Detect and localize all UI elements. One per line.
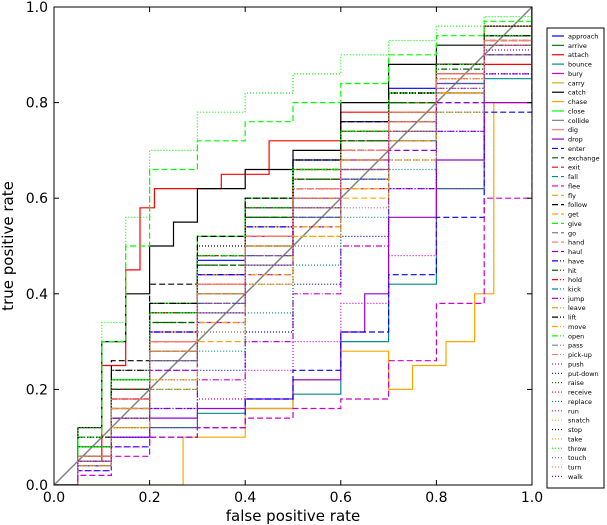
y-tick-label: 0.0 xyxy=(26,478,48,494)
legend-label-dig: dig xyxy=(568,126,578,134)
series-line-flee xyxy=(54,7,532,485)
x-axis-ticks: 0.0 0.2 0.4 0.6 0.8 1.0 xyxy=(43,7,543,506)
x-tick-label: 0.4 xyxy=(234,490,256,506)
legend-label-fall: fall xyxy=(568,173,578,181)
series-line-pick-up xyxy=(54,7,532,485)
legend-label-take: take xyxy=(568,435,582,443)
legend-label-jump: jump xyxy=(567,295,584,303)
legend-label-lift: lift xyxy=(568,314,577,322)
series-line-walk xyxy=(54,7,532,485)
legend-frame xyxy=(546,27,605,489)
x-tick-label: 0.0 xyxy=(43,490,65,506)
legend-label-touch: touch xyxy=(568,454,586,462)
y-tick-label: 0.4 xyxy=(26,287,48,303)
legend-label-turn: turn xyxy=(568,464,581,472)
x-tick-label: 0.8 xyxy=(425,490,447,506)
legend-label-run: run xyxy=(568,407,579,415)
x-tick-label: 1.0 xyxy=(521,490,543,506)
y-axis-label: true positive rate xyxy=(0,181,17,311)
series-line-haul xyxy=(54,7,532,485)
legend-label-exit: exit xyxy=(568,164,581,172)
legend-label-flee: flee xyxy=(568,182,580,190)
legend-label-fly: fly xyxy=(568,192,576,200)
legend-label-catch: catch xyxy=(568,89,586,97)
y-tick-label: 0.6 xyxy=(26,191,48,207)
legend-label-push: push xyxy=(568,360,584,368)
legend-label-carry: carry xyxy=(568,79,585,87)
legend-label-have: have xyxy=(568,257,584,265)
legend-label-exchange: exchange xyxy=(568,154,600,162)
legend-label-give: give xyxy=(568,220,582,228)
legend-label-bury: bury xyxy=(568,70,583,78)
legend-label-haul: haul xyxy=(568,248,582,256)
legend-label-leave: leave xyxy=(568,304,586,312)
legend-label-put-down: put-down xyxy=(568,370,599,378)
legend-label-throw: throw xyxy=(568,445,587,453)
legend-label-approach: approach xyxy=(568,33,598,41)
legend-label-arrive: arrive xyxy=(568,42,587,50)
y-tick-label: 1.0 xyxy=(26,0,48,16)
legend-label-attach: attach xyxy=(568,51,589,59)
series-line-throw xyxy=(54,7,532,485)
legend-label-chase: chase xyxy=(568,98,587,106)
legend-label-hold: hold xyxy=(568,276,582,284)
legend-label-replace: replace xyxy=(568,398,592,406)
x-tick-label: 0.2 xyxy=(138,490,160,506)
series-layer xyxy=(54,7,532,485)
legend-label-move: move xyxy=(568,323,586,331)
plot-frame xyxy=(53,6,533,486)
legend-label-go: go xyxy=(568,229,576,237)
legend-label-receive: receive xyxy=(568,389,592,397)
legend-label-collide: collide xyxy=(568,117,589,125)
legend-label-drop: drop xyxy=(568,136,583,144)
legend-label-close: close xyxy=(568,107,585,115)
legend-label-bounce: bounce xyxy=(568,61,592,69)
series-line-jump xyxy=(54,7,532,485)
y-tick-label: 0.8 xyxy=(26,96,48,112)
legend-label-pass: pass xyxy=(568,342,583,350)
legend-label-enter: enter xyxy=(568,145,586,153)
legend-label-stop: stop xyxy=(568,426,582,434)
legend-label-walk: walk xyxy=(568,473,583,481)
legend-label-snatch: snatch xyxy=(568,417,590,425)
legend-label-get: get xyxy=(568,211,579,219)
x-axis-label: false positive rate xyxy=(226,507,361,525)
legend-label-raise: raise xyxy=(568,379,584,387)
legend-label-pick-up: pick-up xyxy=(568,351,592,359)
legend-label-open: open xyxy=(568,332,584,340)
legend-label-hand: hand xyxy=(568,239,584,247)
y-tick-label: 0.2 xyxy=(26,382,48,398)
legend-label-follow: follow xyxy=(568,201,588,209)
series-line-enter xyxy=(54,7,532,485)
legend-label-kick: kick xyxy=(568,285,581,293)
legend-label-hit: hit xyxy=(568,267,577,275)
x-tick-label: 0.6 xyxy=(330,490,352,506)
y-axis-ticks: 0.0 0.2 0.4 0.6 0.8 1.0 xyxy=(26,0,532,494)
